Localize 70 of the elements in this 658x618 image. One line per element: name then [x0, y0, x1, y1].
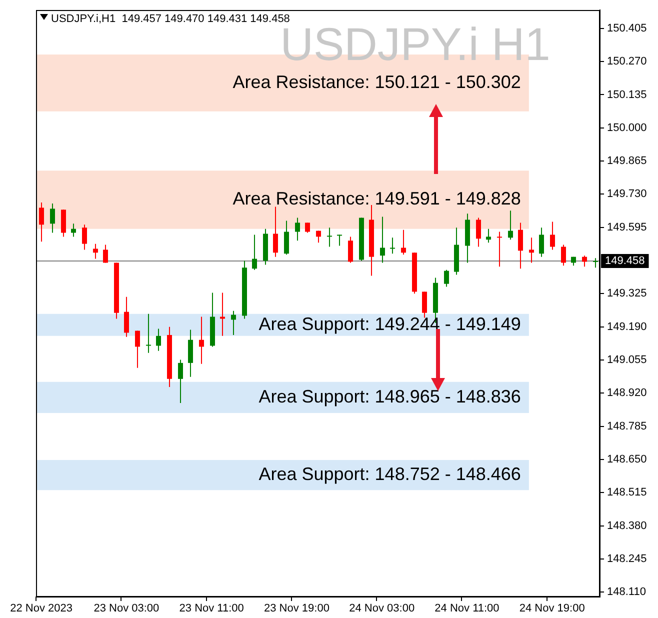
x-tick-label: 24 Nov 19:00 [519, 602, 585, 615]
band-label: Area Support: 149.244 - 149.149 [258, 314, 521, 334]
candlestick [529, 237, 534, 264]
y-tick-label: 150.135 [607, 88, 647, 101]
y-tick-label: 150.000 [607, 122, 647, 134]
candlestick [539, 227, 544, 258]
candlestick [380, 216, 385, 264]
y-tick-label: 150.405 [607, 22, 647, 34]
band-label: Area Resistance: 149.591 - 149.828 [232, 188, 521, 209]
y-tick-label: 149.055 [607, 354, 647, 366]
candlestick [284, 220, 289, 256]
chart-title: USDJPY.i,H1 149.457 149.470 149.431 149.458 [51, 13, 290, 25]
x-tick-label: 22 Nov 2023 [10, 602, 73, 615]
candlestick [50, 203, 55, 234]
x-tick-label: 23 Nov 03:00 [94, 602, 160, 615]
candlestick [550, 221, 555, 250]
ref-line-label: 149.458 [605, 255, 645, 268]
band-label: Area Support: 148.752 - 148.466 [258, 464, 521, 484]
candlestick [295, 217, 300, 242]
candlestick [61, 209, 66, 238]
candlestick [305, 222, 310, 234]
candlestick [82, 224, 87, 250]
candlestick [103, 244, 108, 264]
candlestick [486, 228, 491, 244]
y-tick-label: 148.245 [607, 552, 647, 565]
y-tick-label: 149.730 [607, 188, 647, 200]
candlestick [390, 237, 395, 254]
candlestick [561, 244, 566, 266]
y-tick-label: 149.865 [607, 155, 647, 168]
candlestick [156, 328, 161, 352]
y-tick-label: 148.920 [607, 387, 647, 400]
candlestick [593, 258, 598, 268]
candlestick [337, 234, 342, 246]
candlestick [39, 202, 44, 242]
y-tick-label: 148.515 [607, 486, 647, 499]
candlestick [508, 210, 513, 240]
x-tick-label: 23 Nov 11:00 [179, 602, 244, 615]
y-tick-label: 149.595 [607, 221, 647, 234]
y-tick-label: 148.110 [607, 586, 646, 598]
candlestick [348, 236, 353, 264]
y-tick-label: 149.190 [607, 320, 647, 333]
x-tick-label: 24 Nov 11:00 [434, 602, 500, 615]
candlestick [422, 291, 427, 318]
candlestick [401, 229, 406, 256]
candlestick [327, 227, 332, 248]
y-tick-label: 149.325 [607, 288, 647, 300]
candlestick [252, 234, 257, 270]
candlestick [93, 243, 98, 260]
candlestick [476, 217, 481, 248]
candlestick [231, 310, 236, 336]
y-tick-label: 148.650 [607, 453, 647, 466]
y-tick-label: 148.380 [607, 520, 647, 532]
candlestick [178, 359, 183, 404]
candlestick [497, 231, 502, 268]
y-tick-label: 150.270 [607, 56, 647, 68]
x-tick-label: 24 Nov 03:00 [349, 602, 415, 615]
candlestick [199, 316, 204, 364]
candlestick [273, 206, 278, 258]
x-tick-label: 23 Nov 19:00 [264, 602, 330, 615]
candlestick [518, 222, 523, 270]
candlestick [188, 329, 193, 378]
candlestick [582, 255, 587, 268]
candlestick [135, 330, 140, 368]
band-label: Area Support: 148.965 - 148.836 [258, 386, 521, 406]
candlestick [146, 313, 151, 354]
candlestick [124, 296, 129, 338]
y-tick-label: 148.785 [607, 420, 647, 432]
candlestick [444, 269, 449, 288]
band-label: Area Resistance: 150.121 - 150.302 [232, 72, 521, 92]
candlestick [71, 223, 76, 238]
